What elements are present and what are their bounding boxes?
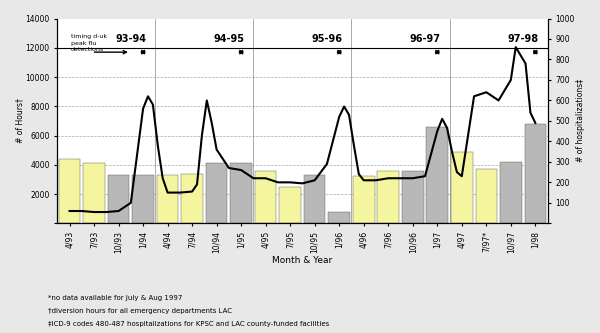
Text: 95-96: 95-96 (311, 34, 343, 44)
Text: 94-95: 94-95 (214, 34, 244, 44)
Bar (353, 176, 374, 223)
Bar (328, 211, 350, 223)
Bar (255, 170, 277, 223)
Bar (427, 127, 448, 223)
Text: 93-94: 93-94 (115, 34, 146, 44)
Text: 96-97: 96-97 (410, 34, 440, 44)
Bar (476, 169, 497, 223)
Bar (304, 175, 325, 223)
Text: timing d-uk: timing d-uk (71, 34, 107, 39)
Bar (157, 175, 178, 223)
Text: †diversion hours for all emergency departments LAC: †diversion hours for all emergency depar… (48, 308, 232, 314)
Text: detections: detections (71, 47, 104, 53)
Bar (500, 162, 521, 223)
Bar (230, 163, 252, 223)
Bar (206, 163, 227, 223)
Bar (524, 124, 546, 223)
X-axis label: Month & Year: Month & Year (272, 256, 332, 265)
Bar (132, 175, 154, 223)
Y-axis label: # of Hours†: # of Hours† (15, 99, 24, 143)
Bar (402, 170, 424, 223)
Bar (280, 187, 301, 223)
Y-axis label: # of hospitalizations‡: # of hospitalizations‡ (576, 79, 585, 163)
Bar (59, 159, 80, 223)
Bar (181, 173, 203, 223)
Text: 97-98: 97-98 (508, 34, 539, 44)
Bar (377, 170, 399, 223)
Bar (108, 175, 130, 223)
Bar (451, 152, 473, 223)
Text: ‡ICD-9 codes 480-487 hospitalizations for KPSC and LAC county-funded facilities: ‡ICD-9 codes 480-487 hospitalizations fo… (48, 321, 329, 327)
Bar (83, 163, 105, 223)
Text: peak flu: peak flu (71, 41, 96, 46)
Text: *no data available for July & Aug 1997: *no data available for July & Aug 1997 (48, 295, 182, 301)
